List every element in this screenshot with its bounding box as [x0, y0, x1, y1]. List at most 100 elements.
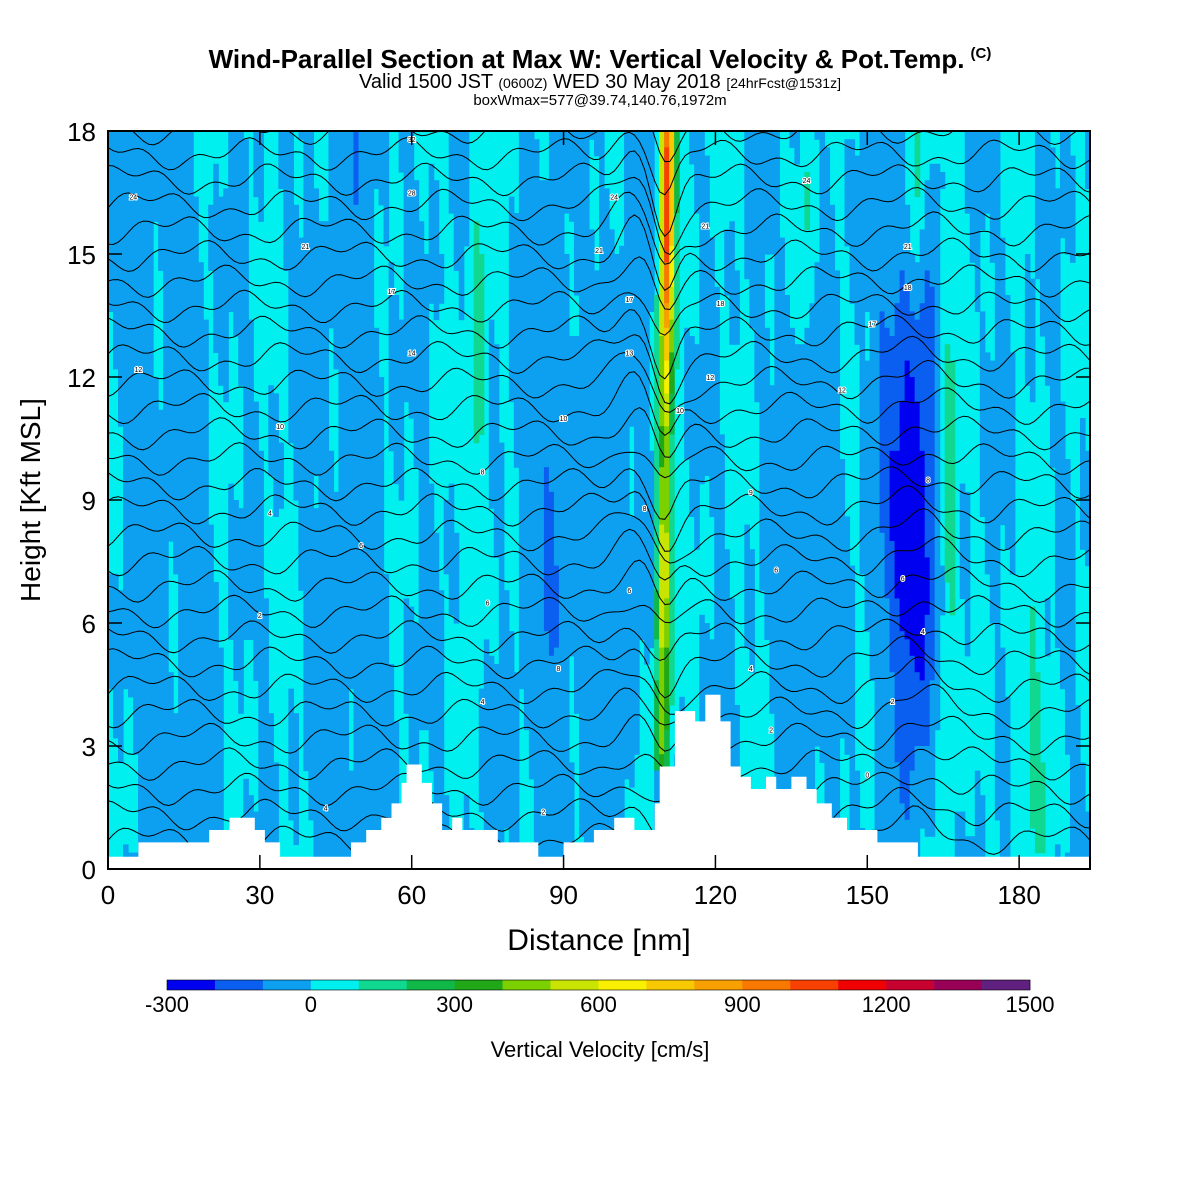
- isentrope-label: 4: [921, 629, 925, 636]
- isentrope-line: [108, 805, 1090, 866]
- field-cell: [403, 598, 410, 714]
- isentrope-label: 21: [701, 223, 709, 230]
- field-cell: [829, 204, 836, 869]
- field-cell: [889, 672, 896, 869]
- field-cell: [538, 180, 545, 869]
- field-cell: [428, 483, 435, 772]
- field-cell: [413, 180, 420, 468]
- field-cell: [629, 131, 635, 427]
- colorbar-label: Vertical Velocity [cm/s]: [491, 1037, 710, 1062]
- field-cell: [844, 516, 851, 755]
- field-cell: [198, 262, 204, 869]
- field-cell: [1054, 188, 1061, 649]
- field-cell: [879, 131, 886, 312]
- field-cell: [654, 680, 660, 772]
- chart-title-text: Wind-Parallel Section at Max W: Vertical…: [208, 44, 965, 74]
- field-cell: [543, 631, 550, 869]
- x-tick-label: 120: [694, 880, 737, 910]
- field-cell: [764, 327, 770, 640]
- field-cell: [729, 221, 735, 345]
- field-cell: [313, 188, 320, 476]
- field-cell: [438, 254, 445, 304]
- field-cell: [378, 377, 385, 869]
- field-cell: [163, 131, 169, 869]
- field-cell: [533, 139, 540, 862]
- isentrope-line: [108, 656, 1090, 715]
- field-cell: [929, 286, 936, 681]
- field-cell: [809, 303, 816, 869]
- field-cell: [909, 254, 916, 312]
- field-cell: [288, 688, 294, 821]
- field-cell: [644, 131, 650, 665]
- field-cell: [1044, 598, 1051, 657]
- field-cell: [463, 131, 470, 247]
- isentrope-label: 17: [868, 322, 876, 329]
- isentrope-line: [108, 787, 1090, 843]
- x-tick-label: 60: [397, 880, 426, 910]
- field-cell: [338, 131, 345, 869]
- field-cell: [884, 327, 891, 599]
- field-cell: [929, 680, 936, 837]
- field-cell: [523, 131, 530, 731]
- field-cell: [108, 131, 114, 312]
- field-cell: [879, 311, 886, 534]
- field-cell: [669, 131, 675, 247]
- x-tick-label: 90: [549, 880, 578, 910]
- field-cell: [133, 131, 139, 755]
- field-cell: [298, 237, 304, 591]
- field-cell: [664, 262, 670, 304]
- field-cell: [348, 131, 355, 690]
- field-cell: [393, 721, 400, 869]
- field-cell: [403, 131, 410, 403]
- field-cell: [924, 270, 931, 558]
- field-cell: [754, 131, 760, 403]
- field-cell: [824, 147, 831, 804]
- field-cell: [318, 221, 325, 869]
- isentrope-label: 17: [388, 289, 396, 296]
- field-cell: [984, 352, 991, 575]
- field-cell: [1004, 295, 1011, 550]
- y-tick-label: 15: [67, 240, 96, 270]
- field-cell: [989, 131, 996, 263]
- field-cell: [418, 221, 425, 731]
- isentrope-label: 4: [749, 666, 753, 673]
- field-cell: [1084, 131, 1090, 189]
- field-cell: [969, 131, 976, 263]
- field-cell: [899, 401, 906, 632]
- colorbar-swatch: [550, 980, 599, 990]
- velocity-field: [108, 131, 1090, 869]
- isentrope-label: 4: [324, 806, 328, 813]
- field-cell: [614, 254, 620, 869]
- field-cell: [924, 557, 931, 616]
- field-cell: [964, 836, 971, 869]
- field-cell: [814, 262, 821, 747]
- isentrope-label: 6: [359, 543, 363, 550]
- isentrope-line: [108, 309, 1090, 380]
- field-cell: [999, 237, 1006, 526]
- field-cell: [458, 131, 465, 321]
- field-cell: [593, 270, 600, 869]
- y-tick-label: 12: [67, 363, 96, 393]
- field-cell: [428, 163, 435, 304]
- field-cell: [258, 131, 264, 222]
- isentrope-contours: [108, 131, 1090, 866]
- field-cell: [744, 524, 750, 649]
- field-cell: [944, 344, 951, 583]
- field-cell: [914, 401, 921, 673]
- field-cell: [964, 131, 971, 214]
- field-cell: [694, 131, 700, 214]
- field-cell: [894, 131, 901, 304]
- field-cell: [714, 286, 720, 869]
- field-cell: [138, 131, 144, 869]
- isentrope-label: 9: [749, 490, 753, 497]
- field-cell: [1079, 418, 1086, 550]
- field-cell: [664, 598, 670, 649]
- field-cell: [413, 623, 420, 804]
- field-cell: [664, 360, 670, 394]
- isentrope-label: 10: [676, 408, 684, 415]
- terrain: [108, 694, 1090, 869]
- field-cell: [453, 532, 460, 624]
- isentrope-line: [108, 485, 1090, 552]
- field-cell: [383, 573, 390, 869]
